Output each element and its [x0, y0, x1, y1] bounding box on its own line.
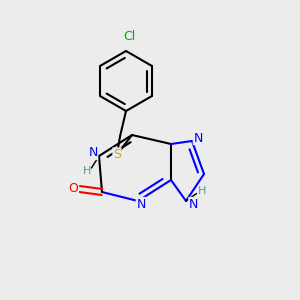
- Text: N: N: [88, 146, 98, 160]
- Text: N: N: [136, 197, 146, 211]
- Text: S: S: [113, 148, 121, 161]
- Text: H: H: [83, 166, 91, 176]
- Text: H: H: [198, 185, 207, 196]
- Text: Cl: Cl: [123, 29, 135, 43]
- Text: N: N: [189, 197, 198, 211]
- Text: O: O: [69, 182, 78, 196]
- Text: N: N: [193, 131, 203, 145]
